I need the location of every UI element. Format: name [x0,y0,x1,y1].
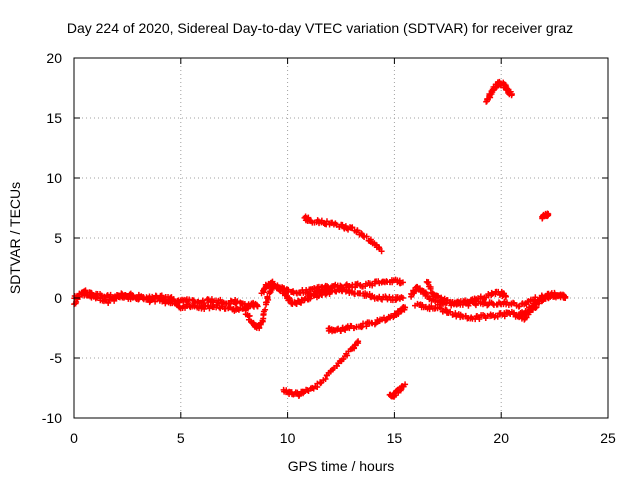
x-tick-label: 25 [600,430,616,446]
series-arc-7 [301,213,385,255]
x-tick-label: 5 [177,430,185,446]
data-point [340,356,347,363]
axis-ticks: 0 5 10 15 20 25 -10 -5 0 5 10 15 20 [42,50,616,446]
x-tick-label: 20 [493,430,509,446]
y-tick-label: 0 [54,290,62,306]
data-point [358,324,365,331]
data-point [411,289,418,296]
data-point [399,279,406,286]
data-point [201,299,208,306]
data-point [488,289,495,296]
data-point [115,294,122,301]
data-point [254,303,261,310]
data-point [335,286,342,293]
data-point [501,313,508,320]
y-tick-label: -5 [50,350,63,366]
data-point [274,282,281,289]
data-point [562,295,569,301]
data-point [508,91,515,97]
series-short-neg8 [386,381,409,400]
data-point [76,293,83,300]
data-point [435,293,442,300]
data-point [402,304,409,311]
data-point [264,293,271,300]
x-tick-label: 0 [70,430,78,446]
data-point [545,211,552,217]
series-late-d [518,291,569,323]
grid-lines [74,58,608,418]
data-point [205,302,212,309]
data-point [476,316,483,323]
y-tick-label: 10 [46,170,62,186]
x-tick-label: 10 [280,430,296,446]
data-point [344,352,351,359]
y-tick-label: 5 [54,230,62,246]
data-point [363,233,370,240]
data-point [217,296,224,303]
series-blip-7 [539,210,552,222]
series-afternoon-a [408,283,509,309]
data-point [355,338,362,345]
data-point [304,387,311,394]
data-point [354,227,361,234]
data-point [399,295,406,301]
data-point [379,296,386,303]
data-marks [71,78,569,400]
data-point [262,306,269,313]
data-point [208,296,215,303]
y-tick-label: 20 [46,50,62,66]
y-tick-label: 15 [46,110,62,126]
x-tick-label: 15 [387,430,403,446]
data-point [391,392,398,399]
y-axis-label: SDTVAR / TECUs [7,182,23,294]
x-axis-label: GPS time / hours [288,458,395,474]
series-arc-neg2 [325,304,409,335]
series-baseline-b [71,287,248,307]
data-point [323,218,330,225]
series-mid-12h [305,285,406,304]
data-point [322,376,329,383]
data-point [466,300,473,307]
data-point [378,248,385,255]
data-point [502,292,509,299]
series-rise-neg8 [280,338,362,399]
data-point [427,284,434,291]
data-point [398,307,405,314]
data-point [296,391,303,398]
data-point [402,381,409,388]
data-point [354,339,361,346]
series-top-arc [483,78,515,105]
data-point [371,321,378,328]
data-point [349,224,356,231]
data-point [438,305,445,312]
chart-title: Day 224 of 2020, Sidereal Day-to-day VTE… [67,20,573,36]
y-tick-label: -10 [42,410,62,426]
data-point [234,298,241,305]
data-point [480,295,487,302]
data-point [286,296,293,303]
